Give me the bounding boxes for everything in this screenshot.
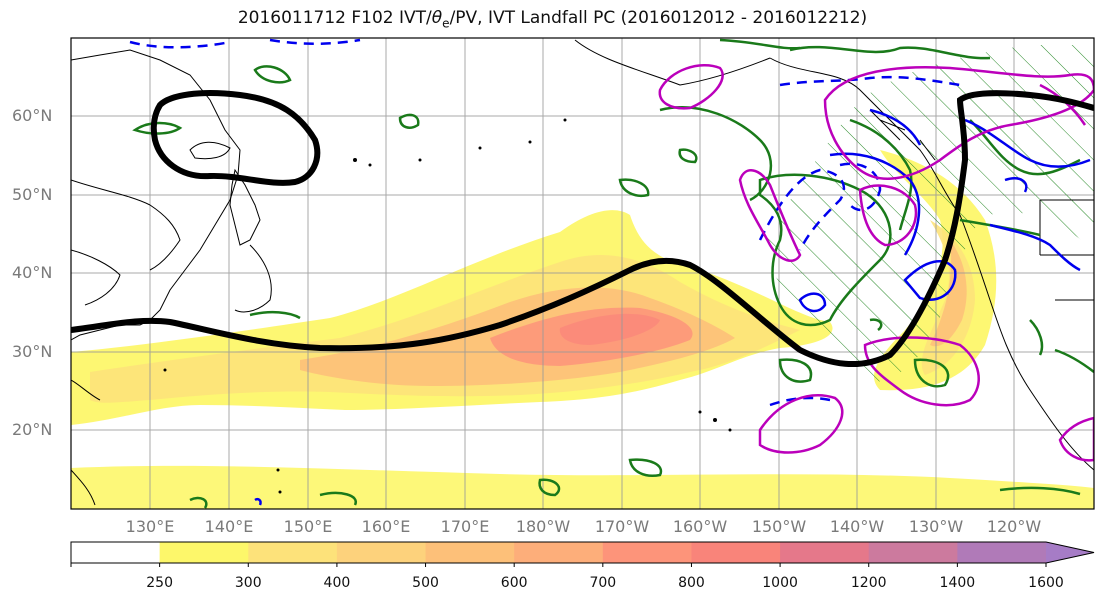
colorbar-cell [425,542,515,563]
colorbar-extend-arrow [1046,542,1094,563]
lat-label-20n: 20°N [12,420,53,439]
lat-label-50n: 50°N [12,185,53,204]
islands [163,118,732,494]
colorbar-tick-label: 700 [589,575,617,591]
colorbar-cell [159,542,249,563]
colorbar-cell [514,542,604,563]
colorbar-tick-label: 250 [146,575,173,591]
colorbar-tick-label: 300 [234,575,262,591]
lon-label-140w: 140°W [829,517,885,536]
lon-label-120w: 120°W [986,517,1042,536]
title-theta-sub: e [442,16,450,31]
colorbar-outline [70,541,1095,564]
title-prefix: 2016011712 F102 IVT/ [237,8,432,28]
title-theta: θ [431,8,443,28]
colorbar-ticks [70,563,1047,567]
lon-label-130e: 130°E [125,517,175,536]
lon-label-160w: 160°W [672,517,728,536]
colorbar-cell [248,542,338,563]
colorbar-tick-label: 500 [412,575,439,591]
colorbar-tick-label: 600 [500,575,528,591]
colorbar-cell [336,542,427,563]
lon-label-170e: 170°E [440,517,490,536]
colorbar-tick-label: 800 [678,575,705,591]
colorbar-cell [868,542,958,563]
colorbar-cell [691,542,781,563]
colorbar-tick-label: 400 [323,575,351,591]
lon-label-130w: 130°W [908,517,964,536]
colorbar-tick-label: 1600 [1028,575,1064,591]
lat-label-60n: 60°N [12,106,53,125]
lon-label-170w: 170°W [594,517,650,536]
colorbar-cells [70,541,1095,564]
green-contours [132,38,1094,509]
map-frame [70,37,1095,510]
lon-label-150w: 150°W [751,517,807,536]
lon-label-160e: 160°E [361,517,411,536]
colorbar-cell [780,542,870,563]
colorbar-cell [957,542,1047,563]
lon-label-140e: 140°E [204,517,254,536]
pc-contours [71,90,1094,368]
ivt-fill-1000 [559,313,660,345]
title-suffix: /PV, IVT Landfall PC (2016012012 - 20160… [449,8,868,28]
ivt-fill-250-south [71,465,1094,509]
colorbar-tick-label: 1000 [762,575,798,591]
lon-label-150e: 150°E [283,517,333,536]
colorbar-cell [71,542,161,563]
map-title: 2016011712 F102 IVT/θe/PV, IVT Landfall … [0,8,1105,30]
lat-label-30n: 30°N [12,342,53,361]
colorbar-cell [602,542,692,563]
lat-label-40n: 40°N [12,263,53,282]
lon-label-180w: 180°W [515,517,571,536]
colorbar-tick-label: 1200 [850,575,887,591]
colorbar-tick-label: 1400 [939,575,976,591]
